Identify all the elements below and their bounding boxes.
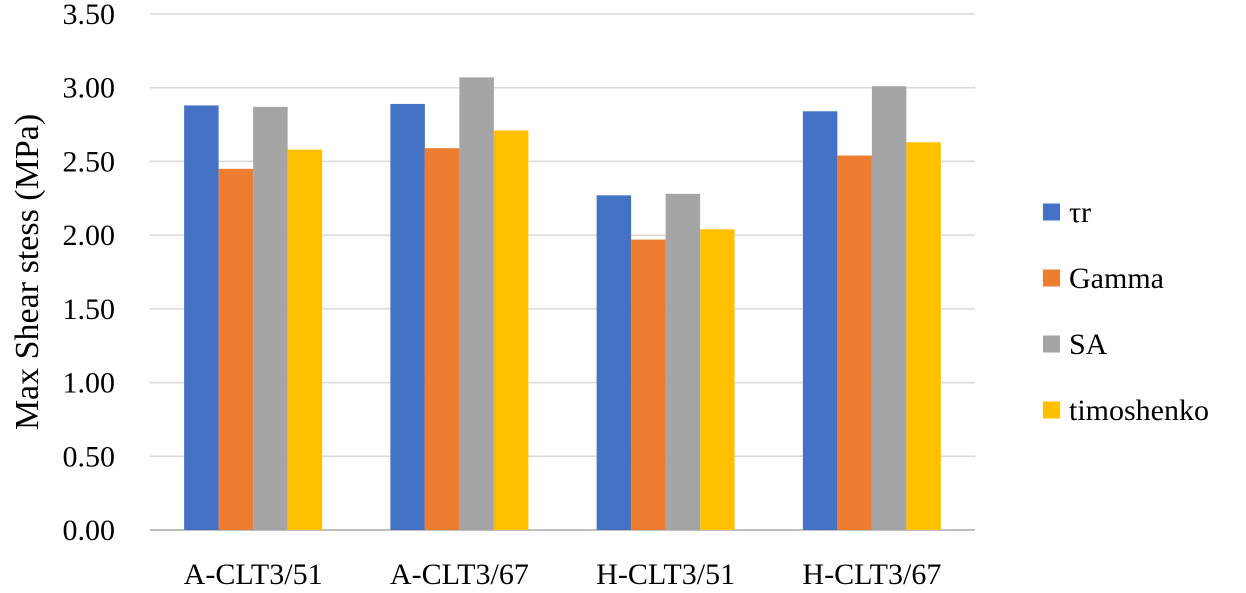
y-tick-label: 3.50 (63, 0, 116, 31)
bar-h-clt3-51-3 (665, 193, 701, 530)
bar-h-clt3-67-4 (906, 142, 941, 530)
x-category-label: A-CLT3/51 (184, 558, 323, 591)
y-tick-label: 1.50 (63, 293, 116, 326)
y-tick-label: 1.00 (63, 367, 116, 400)
bar-a-clt3-67-4 (493, 130, 529, 530)
bar-h-clt3-67-2 (837, 155, 872, 530)
bar-h-clt3-51-4 (700, 229, 735, 530)
y-tick-label: 3.00 (63, 72, 116, 105)
y-tick-label: 2.50 (63, 145, 116, 178)
y-tick-label: 0.00 (63, 514, 116, 547)
y-tick-label: 0.50 (63, 440, 116, 473)
legend-swatch (1043, 335, 1060, 353)
y-tick-label: 2.00 (63, 219, 116, 252)
y-axis-title: Max Shear stess (MPa) (9, 114, 46, 430)
bar-a-clt3-51-4 (287, 149, 323, 531)
bar-a-clt3-67-3 (459, 77, 494, 530)
bar-a-clt3-67-2 (424, 148, 460, 530)
legend-label: Gamma (1069, 262, 1164, 295)
bars (184, 77, 941, 531)
bar-h-clt3-51-1 (596, 195, 632, 530)
bar-h-clt3-67-1 (802, 111, 838, 530)
bar-a-clt3-51-1 (184, 105, 219, 531)
legend-swatch (1043, 269, 1060, 287)
x-axis-categories: A-CLT3/51 A-CLT3/67 H-CLT3/51 H-CLT3/67 (184, 558, 942, 591)
legend-label: τr (1069, 196, 1091, 229)
x-category-label: H-CLT3/67 (802, 558, 941, 591)
legend-swatch (1043, 401, 1060, 419)
bar-a-clt3-51-3 (253, 106, 288, 530)
x-category-label: A-CLT3/67 (390, 558, 529, 591)
legend-label: SA (1069, 328, 1108, 361)
legend-label: timoshenko (1069, 394, 1209, 427)
x-category-label: H-CLT3/51 (596, 558, 735, 591)
y-axis-ticks: 0.00 0.50 1.00 1.50 2.00 2.50 3.00 3.50 (63, 0, 116, 547)
bar-h-clt3-67-3 (871, 86, 907, 531)
bar-h-clt3-51-2 (631, 239, 666, 530)
bar-a-clt3-67-1 (390, 103, 425, 530)
bar-a-clt3-51-2 (218, 168, 254, 531)
legend: τr Gamma SA timoshenko (1043, 196, 1209, 427)
legend-swatch (1043, 203, 1060, 221)
